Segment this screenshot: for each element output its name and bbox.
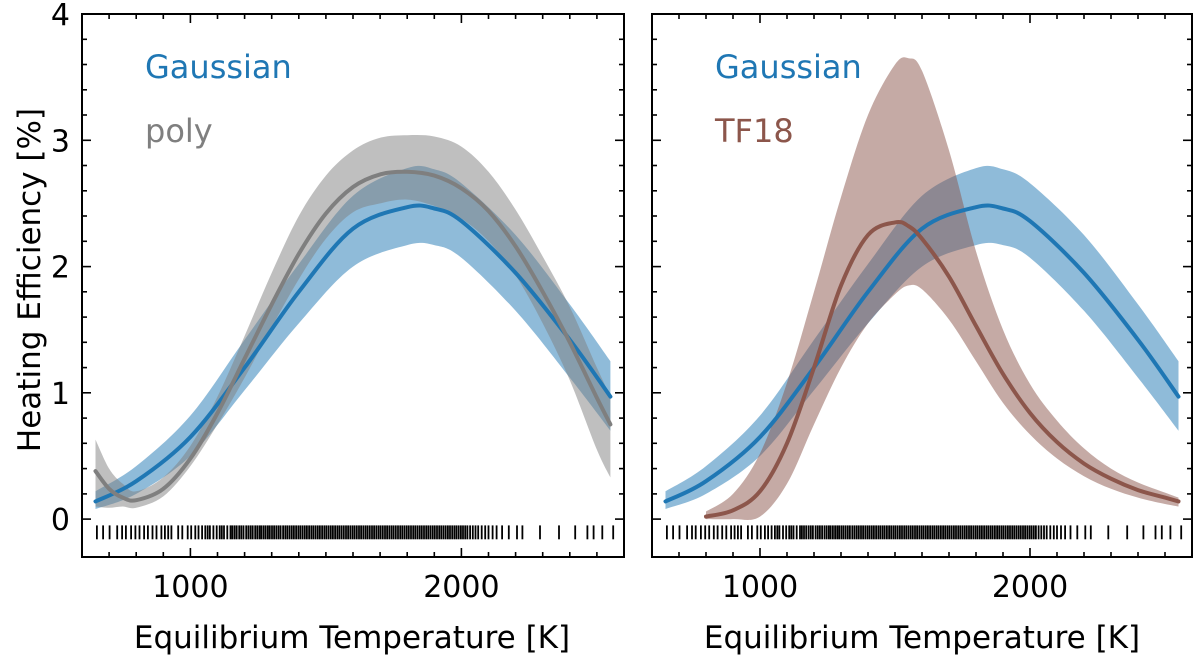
right-x-axis-label: Equilibrium Temperature [K] [704, 620, 1140, 656]
x-tick-label: 2000 [992, 570, 1068, 605]
y-tick-label: 1 [51, 377, 70, 412]
y-axis-label: Heating Efficiency [%] [12, 108, 48, 452]
band-tf18-1 [706, 57, 1179, 520]
line-tf18-1 [704, 219, 1181, 519]
y-tick-label: 3 [51, 124, 70, 159]
left-x-axis-label: Equilibrium Temperature [K] [134, 620, 570, 656]
band-poly-0 [95, 135, 611, 509]
legend-poly: poly [145, 112, 213, 150]
right-panel: 1000 2000 Gaussian TF18 [651, 13, 1193, 605]
legend-gaussian: Gaussian [145, 48, 292, 86]
legend-gaussian: Gaussian [715, 48, 862, 86]
y-tick-label: 0 [51, 503, 70, 538]
line-gaussian-1 [663, 203, 1181, 504]
y-tick-label: 4 [51, 0, 70, 33]
left-panel: 1000 2000 0 1 2 3 4 Gaussian poly [51, 0, 625, 605]
band-gaussian-0 [95, 165, 611, 509]
y-tick-label: 2 [51, 251, 70, 286]
line-poly-0 [93, 169, 613, 503]
line-gaussian-0 [93, 203, 613, 504]
x-tick-label: 1000 [722, 570, 798, 605]
x-tick-label: 1000 [152, 570, 228, 605]
legend-tf18: TF18 [714, 112, 794, 150]
band-gaussian-1 [665, 165, 1179, 509]
x-tick-label: 2000 [423, 570, 499, 605]
